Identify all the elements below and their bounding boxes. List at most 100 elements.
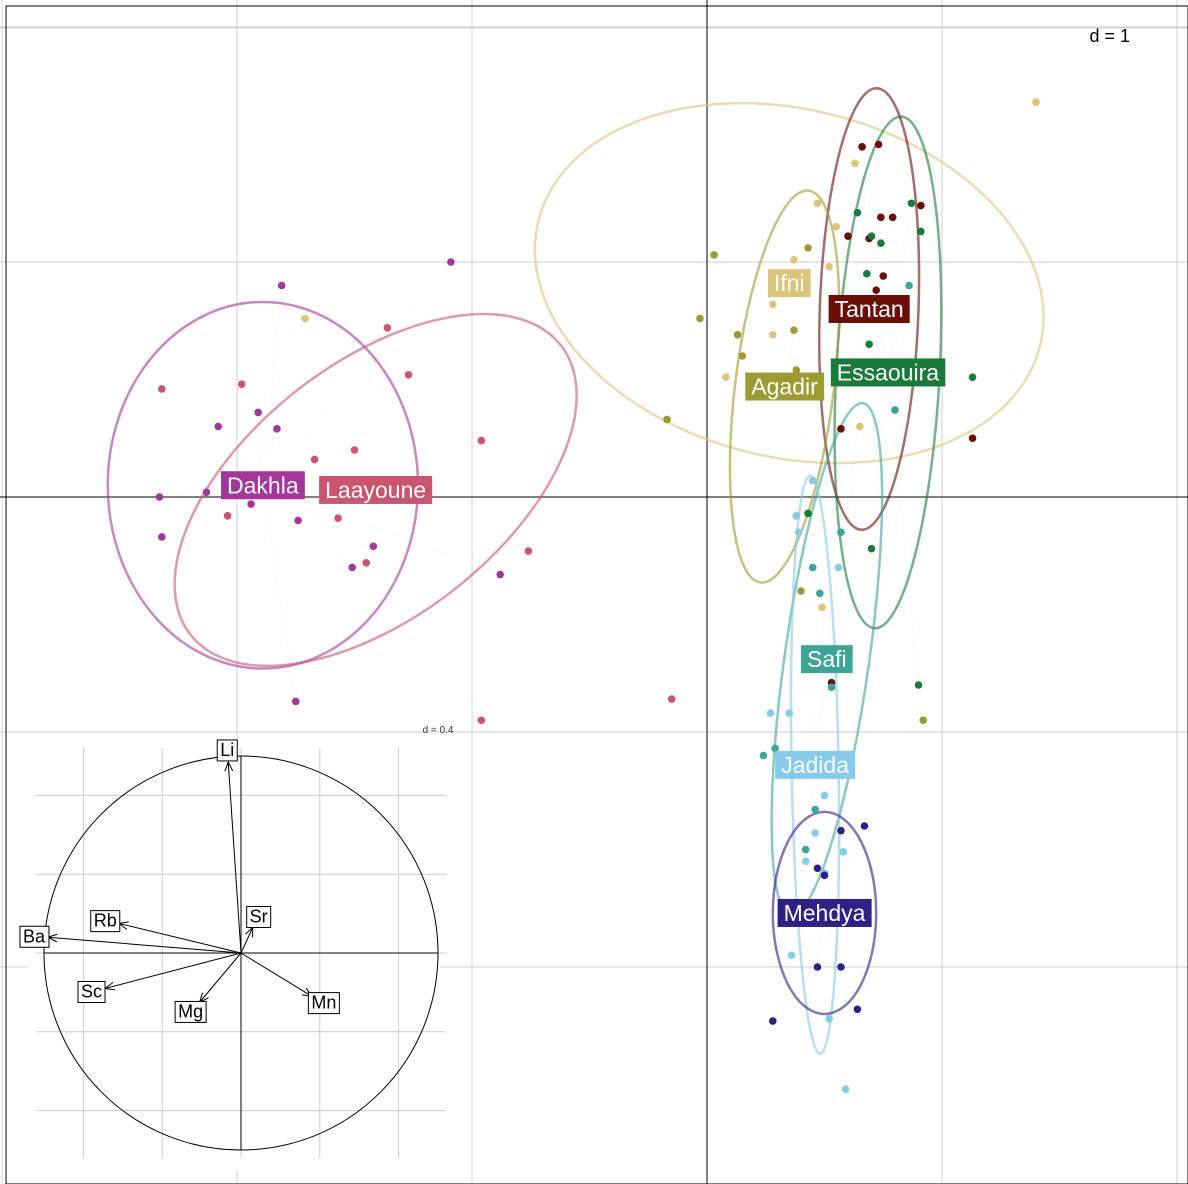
point-laayoune [404, 371, 413, 379]
spoke-essaouira [866, 273, 889, 373]
label-text-safi: Safi [807, 646, 847, 672]
spoke-tantan [868, 144, 879, 310]
point-laayoune [237, 380, 246, 389]
spoke-safi [796, 659, 828, 921]
spoke-ifni [789, 283, 860, 427]
point-jadida [794, 528, 803, 537]
arrow-li [227, 761, 242, 954]
point-essaouira [804, 509, 812, 518]
point-jadida [766, 709, 775, 717]
plot-frame [5, 5, 1188, 1184]
variable-box-mg [174, 1000, 207, 1023]
point-agadir [790, 326, 798, 334]
label-essaouira: Essaouira [830, 358, 946, 387]
spoke-jadida [814, 764, 844, 852]
inset-scale-label: d = 0.4 [423, 725, 454, 736]
point-mehdya [820, 871, 829, 880]
point-agadir [733, 331, 742, 339]
point-ifni [769, 331, 777, 339]
ellipse-ifni [533, 101, 1045, 465]
point-essaouira [917, 227, 925, 236]
variable-label-mg: Mg [174, 1000, 207, 1023]
point-laayoune [477, 716, 486, 725]
label-box-laayoune [319, 475, 433, 504]
point-safi [816, 589, 824, 598]
label-safi: Safi [801, 645, 853, 674]
point-safi [801, 845, 810, 854]
point-ifni [832, 222, 841, 231]
spoke-laayoune [375, 489, 482, 721]
label-text-ifni: Ifni [774, 270, 805, 296]
point-laayoune [362, 559, 371, 567]
point-dakhla [369, 542, 378, 551]
point-essaouira [907, 199, 916, 208]
point-dakhla [214, 422, 222, 431]
spoke-laayoune [241, 384, 376, 491]
data-points [155, 98, 1040, 1093]
point-agadir [696, 314, 704, 323]
spoke-agadir [784, 386, 924, 721]
spoke-essaouira [857, 212, 889, 373]
label-ifni: Ifni [767, 269, 811, 298]
variable-label-li: Li [216, 739, 238, 762]
spoke-safi [812, 567, 828, 660]
arrowhead-li [224, 760, 234, 772]
spoke-safi [774, 659, 828, 749]
spoke-jadida [805, 764, 816, 862]
point-mehdya [837, 826, 845, 835]
point-jadida [808, 476, 817, 485]
point-jadida [825, 1014, 833, 1023]
label-tantan: Tantan [828, 295, 910, 323]
group-labels: Dakhla Laayoune Ifni Tantan Essaouira Agadir S… [221, 269, 946, 927]
spoke-laayoune [375, 489, 672, 700]
point-jadida [839, 848, 848, 856]
variable-text-ba: Ba [23, 926, 46, 946]
point-dakhla [447, 258, 455, 266]
point-ifni [1032, 98, 1040, 106]
point-agadir [804, 244, 812, 252]
spoke-essaouira [807, 372, 889, 514]
variable-text-li: Li [220, 740, 234, 760]
spoke-ifni [789, 283, 823, 608]
point-tantan [879, 272, 888, 280]
point-laayoune [334, 514, 342, 522]
label-text-jadida: Jadida [781, 752, 849, 778]
point-jadida [820, 791, 829, 800]
point-jadida [801, 857, 810, 866]
ellipse-agadir [728, 189, 841, 584]
point-dakhla [273, 425, 281, 433]
spoke-safi [826, 285, 910, 660]
point-safi [808, 563, 817, 572]
point-ifni [790, 255, 798, 264]
point-tantan [844, 232, 852, 240]
variable-box-ba [19, 925, 50, 948]
variable-box-li [216, 739, 238, 762]
point-ifni [722, 373, 730, 381]
label-jadida: Jadida [775, 750, 856, 779]
spoke-laayoune [375, 327, 388, 490]
ellipse-laayoune [173, 312, 578, 668]
spoke-jadida [796, 515, 816, 765]
point-ifni [825, 262, 833, 271]
spoke-tantan [861, 146, 870, 310]
point-dakhla [348, 563, 356, 572]
point-safi [811, 805, 819, 814]
spoke-tantan [868, 217, 882, 310]
point-essaouira [863, 269, 871, 278]
point-laayoune [524, 547, 533, 555]
spoke-mehdya [824, 912, 858, 1010]
point-laayoune [223, 512, 232, 520]
arrow-mg [199, 952, 242, 1003]
point-dakhla [291, 697, 300, 706]
variable-text-mg: Mg [178, 1001, 203, 1021]
point-agadir [710, 251, 718, 259]
spoke-jadida [814, 764, 846, 1090]
point-dakhla [277, 281, 286, 290]
point-agadir [919, 716, 927, 725]
point-ifni [301, 314, 309, 323]
point-dakhla [294, 516, 302, 525]
spoke-mehdya [824, 825, 865, 914]
ellipse-tantan [817, 86, 921, 532]
variable-label-sc: Sc [77, 980, 106, 1003]
